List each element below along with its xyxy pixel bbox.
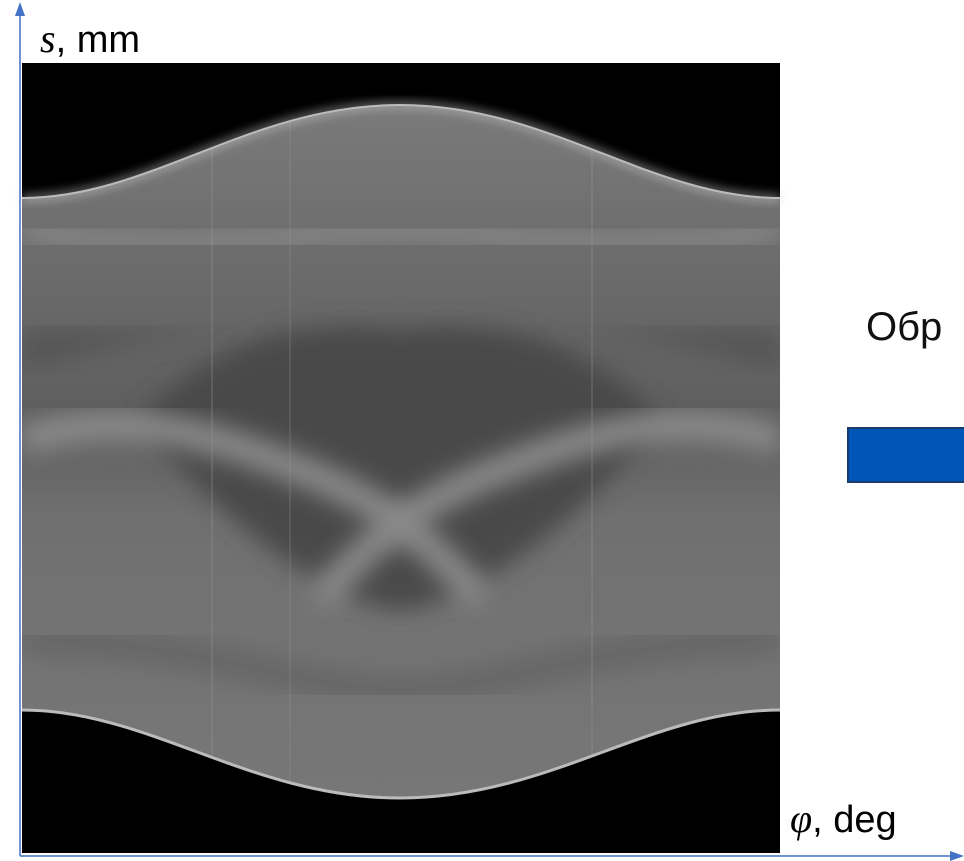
- y-axis-symbol: s: [40, 16, 56, 61]
- blue-arrow: [848, 428, 964, 482]
- x-axis-symbol: φ: [790, 796, 812, 841]
- slide: s, mm φ, deg Обр: [0, 0, 964, 861]
- y-axis-unit: , mm: [56, 19, 140, 61]
- x-axis-label: φ, deg: [790, 796, 897, 841]
- y-axis-label: s, mm: [40, 16, 140, 61]
- x-axis-unit: , deg: [812, 799, 897, 841]
- sinogram-image: [22, 60, 780, 853]
- side-text: Обр: [866, 305, 942, 349]
